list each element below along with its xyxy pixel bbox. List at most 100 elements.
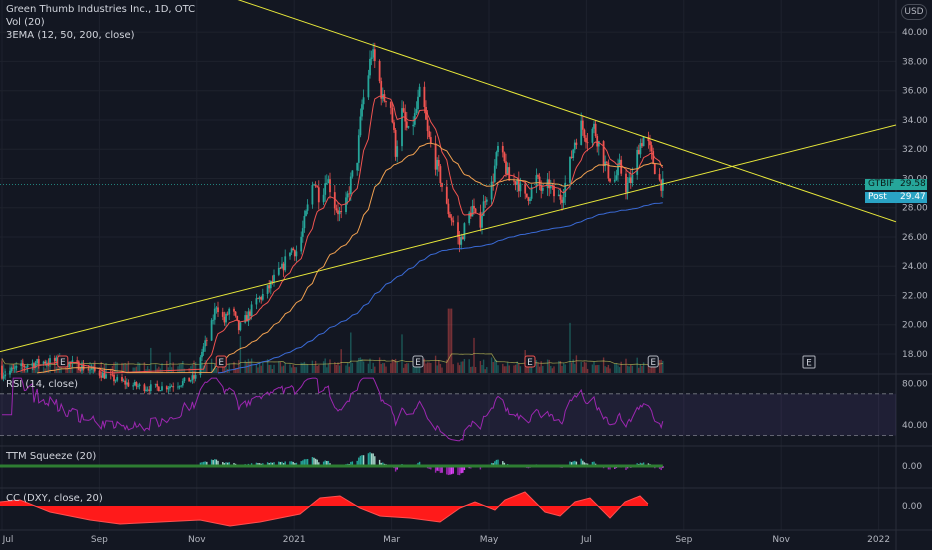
candle-body: [458, 237, 461, 245]
volume-bar: [639, 364, 642, 373]
volume-bar: [201, 362, 203, 373]
volume-bar: [407, 363, 410, 373]
volume-bar: [210, 358, 213, 373]
volume-bar: [438, 360, 440, 373]
volume-bar: [396, 361, 398, 373]
volume-bar: [474, 366, 477, 373]
volume-bar: [436, 365, 438, 373]
candle-body: [605, 161, 608, 163]
ttm-histogram-bar: [439, 466, 442, 473]
candle-body: [316, 186, 319, 188]
candle-body: [580, 120, 583, 145]
volume-bar: [46, 361, 48, 373]
candle-body: [357, 135, 360, 163]
candle-body: [261, 294, 264, 300]
candle-body: [538, 176, 541, 186]
candle-body: [519, 183, 522, 192]
volume-bar: [538, 366, 541, 373]
candle-body: [463, 223, 466, 240]
candle-body: [257, 298, 259, 300]
ema-12-line: [16, 95, 664, 374]
candle-body: [245, 315, 248, 322]
candle-body: [49, 358, 51, 364]
ttm-histogram-bar: [361, 455, 363, 466]
ttm-histogram-bar: [490, 462, 493, 466]
candle-body: [250, 304, 253, 317]
candle-body: [333, 192, 336, 209]
volume-bar: [137, 362, 139, 373]
candle-body: [516, 179, 519, 185]
volume-bar: [273, 364, 275, 373]
ttm-histogram-bar: [378, 459, 381, 466]
volume-bar: [161, 363, 163, 373]
candle-body: [457, 222, 459, 238]
volume-label: Vol (20): [6, 17, 45, 28]
candle-body: [172, 386, 175, 388]
candle-body: [111, 374, 114, 376]
volume-bar: [281, 366, 283, 373]
earnings-marker: [647, 355, 659, 368]
volume-bar: [204, 360, 206, 373]
volume-bar: [446, 359, 448, 373]
volume-bar: [271, 369, 274, 373]
volume-bar: [250, 358, 253, 373]
candle-body: [268, 285, 271, 289]
ttm-histogram-bar: [639, 462, 642, 466]
ttm-histogram-bar: [569, 461, 571, 466]
volume-bar: [618, 367, 621, 373]
volume-bar: [490, 357, 493, 373]
candle-body: [618, 159, 621, 165]
earnings-marker: [215, 355, 227, 368]
candle-body: [492, 181, 495, 183]
volume-bar: [617, 365, 619, 373]
ttm-histogram-bar: [394, 466, 397, 472]
volume-bar: [492, 362, 494, 373]
ttm-histogram-bar: [452, 466, 454, 474]
currency-badge[interactable]: USD: [901, 4, 927, 20]
trendline-ascending-support: [0, 124, 897, 353]
candle-body: [325, 183, 328, 184]
candle-body: [122, 380, 125, 382]
candle-body: [607, 162, 610, 179]
candle-body: [602, 141, 605, 167]
candle-body: [170, 386, 173, 388]
volume-bar: [502, 363, 504, 373]
ttm-histogram-bar: [430, 466, 432, 470]
rsi-band: [0, 393, 896, 436]
volume-bar: [527, 363, 530, 373]
candle-body: [127, 382, 130, 387]
candle-body: [249, 311, 251, 317]
volume-bar: [458, 365, 461, 373]
candle-body: [628, 177, 631, 183]
ttm-histogram-bar: [382, 462, 384, 466]
volume-bar: [49, 363, 51, 373]
candle-body: [76, 360, 79, 362]
price-axis-label: 18.00: [902, 350, 928, 360]
candle-body: [205, 340, 208, 342]
ttm-histogram-bar: [306, 458, 309, 466]
volume-bar: [390, 363, 392, 373]
candle-body: [165, 386, 168, 390]
volume-bar: [406, 363, 408, 373]
ttm-histogram-bar: [314, 458, 317, 466]
candle-body: [369, 58, 371, 76]
ttm-histogram-bar: [210, 459, 213, 466]
volume-bar: [282, 365, 285, 373]
volume-bar: [367, 363, 370, 373]
candle-body: [337, 210, 339, 215]
volume-bar: [318, 365, 320, 373]
upcoming-earnings-label: E: [806, 359, 812, 369]
volume-bar: [412, 361, 414, 373]
candle-body: [159, 390, 162, 392]
candle-body: [293, 250, 296, 257]
candle-body: [223, 316, 226, 323]
time-axis-label: Jul: [580, 535, 592, 545]
ttm-histogram-bar: [303, 459, 306, 466]
volume-bar: [535, 360, 538, 373]
ttm-histogram-bar: [434, 466, 437, 473]
volume-bar: [394, 358, 397, 373]
last-price-tag: 29.58: [897, 179, 927, 190]
cc-label: CC (DXY, close, 20): [6, 493, 103, 504]
ttm-histogram-bar: [494, 461, 496, 466]
